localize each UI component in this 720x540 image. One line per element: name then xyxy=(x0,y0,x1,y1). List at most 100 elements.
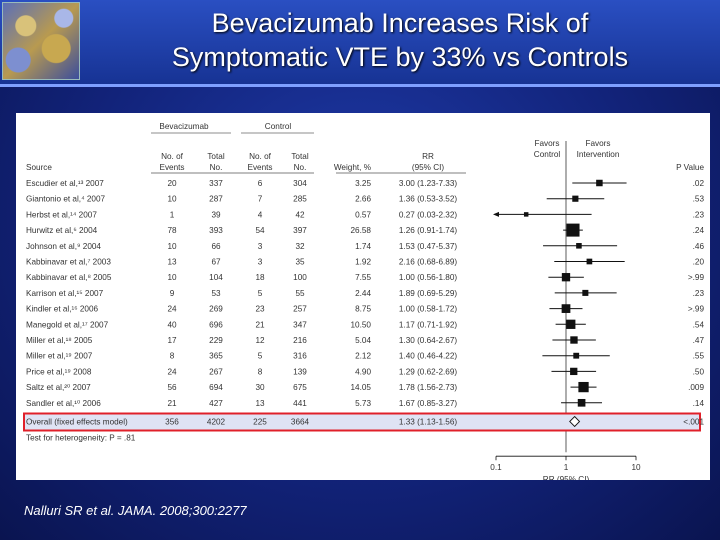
col-header-rr-2: (95% CI) xyxy=(412,163,445,172)
study-rr-ci: 1.36 (0.53-3.52) xyxy=(399,195,458,204)
study-bev-events: 40 xyxy=(167,320,177,329)
study-ctrl-total: 257 xyxy=(293,305,307,314)
study-bev-events: 13 xyxy=(167,258,177,267)
study-point-square xyxy=(570,367,578,376)
study-rr-ci: 1.30 (0.64-2.67) xyxy=(399,336,458,345)
study-ctrl-events: 3 xyxy=(258,258,263,267)
study-ctrl-events: 18 xyxy=(255,273,265,282)
study-p-value: .53 xyxy=(693,195,705,204)
study-point-square xyxy=(573,352,580,359)
col-header-ctrl-events-1: No. of xyxy=(249,152,272,161)
study-point-square xyxy=(566,319,576,329)
x-axis-tick-label: 10 xyxy=(631,463,641,472)
study-rr-ci: 1.00 (0.58-1.72) xyxy=(399,305,458,314)
study-bev-events: 9 xyxy=(170,289,175,298)
study-source: Giantonio et al,⁴ 2007 xyxy=(26,195,106,204)
overall-highlight-box xyxy=(23,412,701,432)
study-rr-ci: 0.27 (0.03-2.32) xyxy=(399,210,458,219)
corner-thumbnail-image xyxy=(2,2,80,80)
study-ctrl-events: 30 xyxy=(255,383,265,392)
overall-bev-total: 4202 xyxy=(207,418,226,427)
study-bev-total: 694 xyxy=(209,383,223,392)
study-p-value: .02 xyxy=(693,179,705,188)
study-p-value: .20 xyxy=(693,258,705,267)
study-point-square xyxy=(578,381,589,393)
overall-source: Overall (fixed effects model) xyxy=(26,418,128,427)
study-point-square xyxy=(570,336,578,344)
overall-diamond xyxy=(569,415,581,428)
study-ctrl-events: 12 xyxy=(255,336,265,345)
study-ctrl-events: 5 xyxy=(258,352,263,361)
overall-rr-ci: 1.33 (1.13-1.56) xyxy=(399,418,458,427)
header-divider xyxy=(0,84,720,87)
study-ctrl-events: 23 xyxy=(255,305,265,314)
study-p-value: .009 xyxy=(688,383,704,392)
study-point-square xyxy=(582,289,589,296)
slide-title: Bevacizumab Increases Risk of Symptomati… xyxy=(80,6,720,74)
study-point-square xyxy=(576,243,582,249)
study-rr-ci: 1.40 (0.46-4.22) xyxy=(399,352,458,361)
overall-bev-events: 356 xyxy=(165,418,179,427)
overall-p-value: <.001 xyxy=(683,418,704,427)
study-ctrl-events: 8 xyxy=(258,367,263,376)
col-header-rr-1: RR xyxy=(422,152,434,161)
study-ctrl-events: 4 xyxy=(258,210,263,219)
x-axis-tick-label: 1 xyxy=(564,463,569,472)
study-source: Escudier et al,¹³ 2007 xyxy=(26,179,104,188)
study-p-value: .14 xyxy=(693,399,705,408)
study-bev-events: 17 xyxy=(167,336,177,345)
col-header-ctrl-events-2: Events xyxy=(247,163,272,172)
favors-intervention-label-2: Intervention xyxy=(577,150,620,159)
study-bev-total: 39 xyxy=(211,210,221,219)
study-ctrl-total: 100 xyxy=(293,273,307,282)
study-point-square xyxy=(523,212,529,217)
study-bev-events: 56 xyxy=(167,383,177,392)
study-rr-ci: 1.29 (0.62-2.69) xyxy=(399,367,458,376)
study-ctrl-events: 7 xyxy=(258,195,263,204)
study-weight: 4.90 xyxy=(355,367,371,376)
study-bev-events: 20 xyxy=(167,179,177,188)
header-band xyxy=(0,0,720,84)
study-point-square xyxy=(561,304,571,313)
study-weight: 2.66 xyxy=(355,195,371,204)
study-bev-events: 1 xyxy=(170,210,175,219)
study-source: Hurwitz et al,⁶ 2004 xyxy=(26,226,98,235)
study-point-square xyxy=(586,258,593,265)
study-p-value: .54 xyxy=(693,320,705,329)
x-axis-label: RR (95% CI) xyxy=(543,475,590,480)
study-p-value: .50 xyxy=(693,367,705,376)
study-bev-total: 337 xyxy=(209,179,223,188)
study-source: Johnson et al,⁹ 2004 xyxy=(26,242,101,251)
study-bev-events: 78 xyxy=(167,226,177,235)
study-ctrl-events: 3 xyxy=(258,242,263,251)
study-source: Saltz et al,²⁰ 2007 xyxy=(26,383,91,392)
col-header-bev-total-2: No. xyxy=(210,163,223,172)
study-weight: 26.58 xyxy=(351,226,372,235)
study-ctrl-total: 216 xyxy=(293,336,307,345)
col-header-p-value: P Value xyxy=(676,163,704,172)
col-header-source: Source xyxy=(26,163,52,172)
study-ci-arrow-left xyxy=(493,211,499,217)
study-weight: 2.12 xyxy=(355,352,371,361)
group-header-control: Control xyxy=(265,122,292,131)
study-source: Miller et al,¹⁸ 2005 xyxy=(26,336,93,345)
study-weight: 5.73 xyxy=(355,399,371,408)
study-bev-events: 10 xyxy=(167,242,177,251)
study-weight: 1.92 xyxy=(355,258,371,267)
study-weight: 8.75 xyxy=(355,305,371,314)
study-bev-total: 365 xyxy=(209,352,223,361)
study-bev-events: 10 xyxy=(167,273,177,282)
study-weight: 14.05 xyxy=(351,383,372,392)
study-bev-total: 66 xyxy=(211,242,221,251)
study-weight: 7.55 xyxy=(355,273,371,282)
study-ctrl-total: 397 xyxy=(293,226,307,235)
forest-plot: Bevacizumab Control No. of Events Total No. No… xyxy=(23,122,705,480)
study-bev-total: 269 xyxy=(209,305,223,314)
study-weight: 2.44 xyxy=(355,289,371,298)
study-point-square xyxy=(596,179,603,187)
study-weight: 1.74 xyxy=(355,242,371,251)
study-bev-total: 287 xyxy=(209,195,223,204)
study-ctrl-events: 13 xyxy=(255,399,265,408)
col-header-weight: Weight, % xyxy=(334,163,371,172)
study-bev-total: 696 xyxy=(209,320,223,329)
